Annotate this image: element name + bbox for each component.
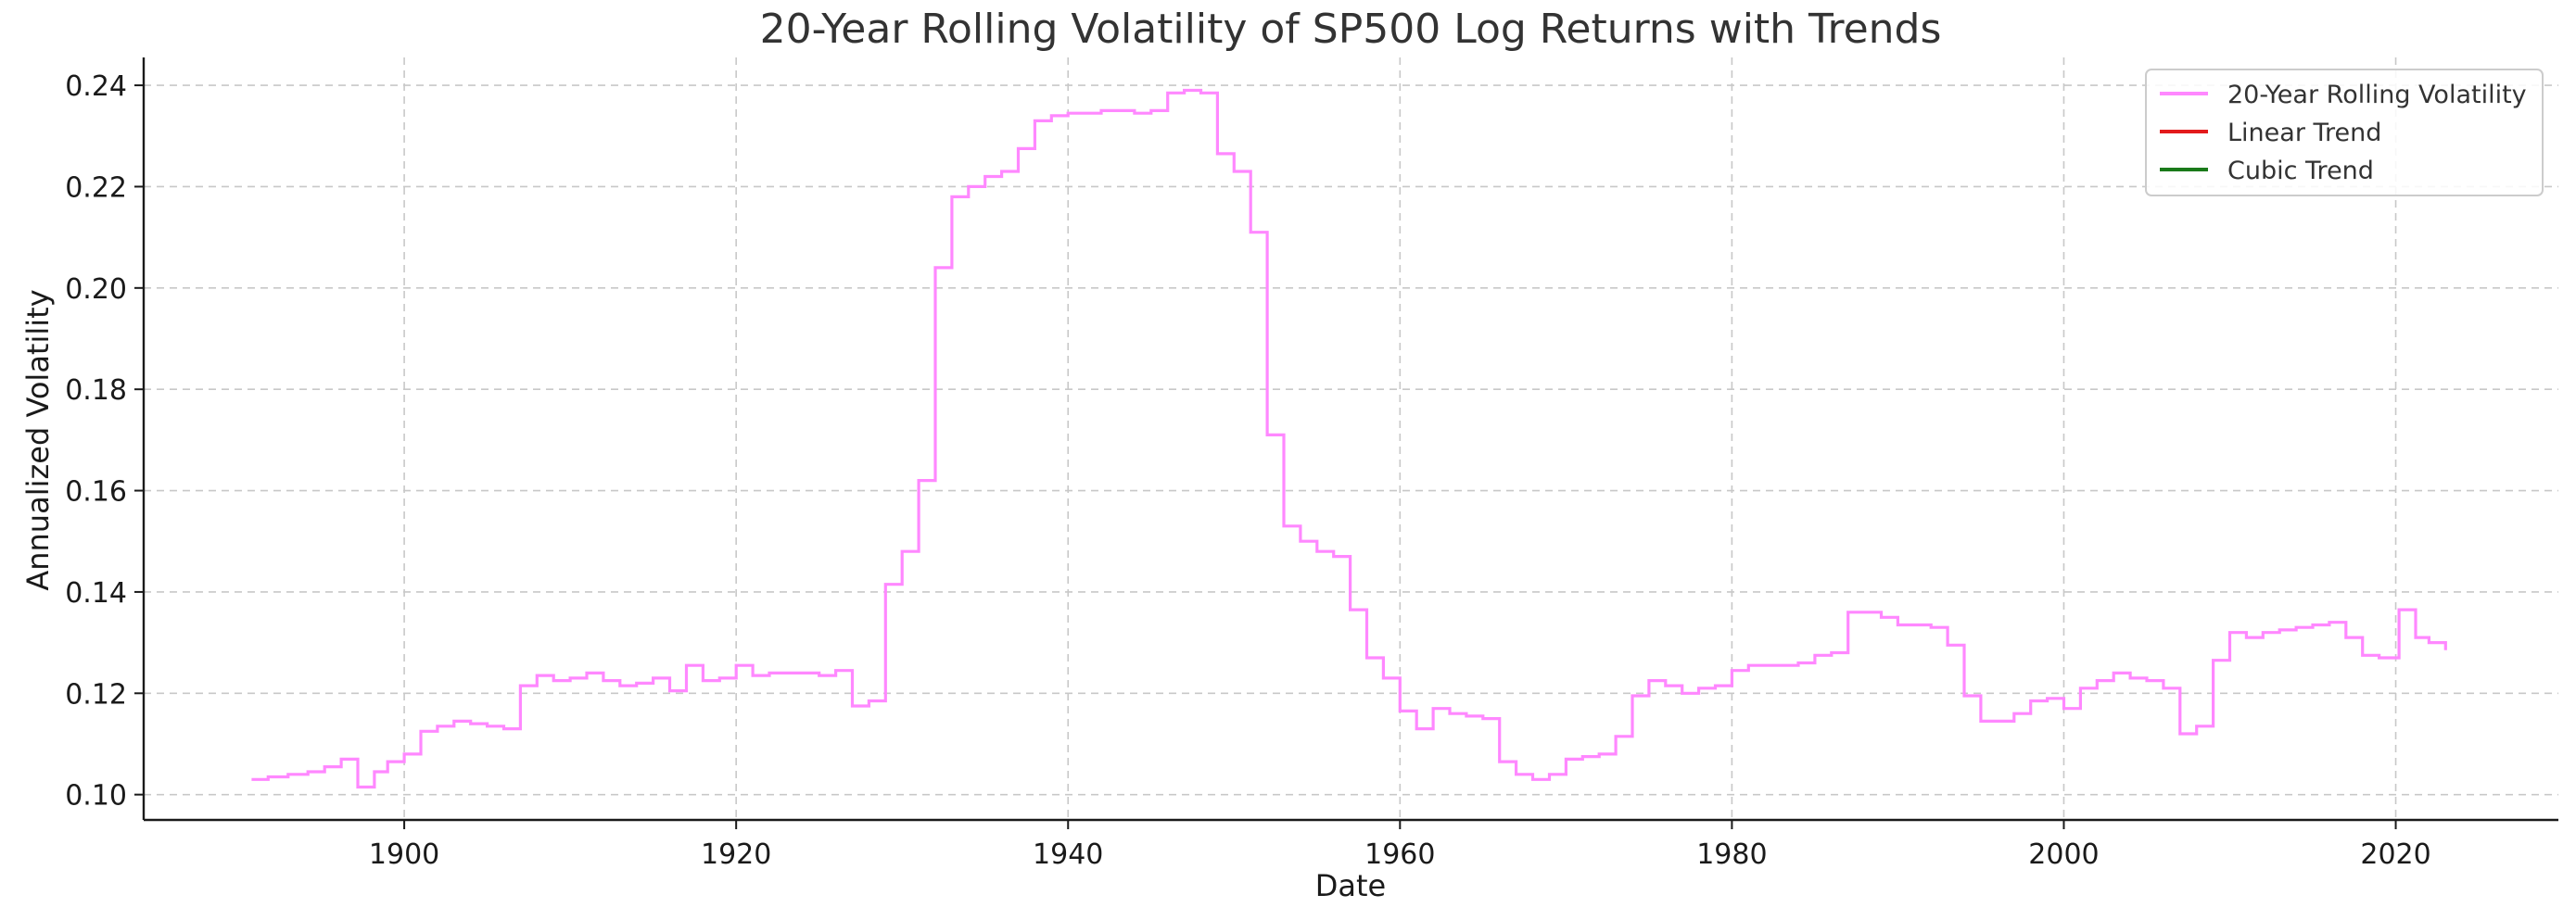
series-layer bbox=[251, 88, 2447, 789]
legend-box bbox=[2145, 69, 2544, 196]
y-tick-label: 0.10 bbox=[65, 780, 127, 813]
y-tick-label: 0.20 bbox=[65, 273, 127, 306]
x-tick-label: 1920 bbox=[701, 838, 771, 871]
x-tick-label: 1940 bbox=[1033, 838, 1103, 871]
legend: 20-Year Rolling Volatility Linear Trend … bbox=[2145, 69, 2544, 196]
y-tick-label: 0.22 bbox=[65, 171, 127, 204]
y-tick-label: 0.24 bbox=[65, 70, 127, 103]
series-line-rolling-volatility bbox=[251, 88, 2447, 789]
x-tick-label: 1980 bbox=[1696, 838, 1767, 871]
x-axis-title: Date bbox=[1315, 868, 1386, 903]
chart-title: 20-Year Rolling Volatility of SP500 Log … bbox=[760, 6, 1942, 53]
y-axis-title: Annualized Volatility bbox=[20, 289, 56, 590]
y-tick-label: 0.12 bbox=[65, 678, 127, 711]
legend-label-linear-trend: Linear Trend bbox=[2227, 119, 2381, 147]
x-tick-label: 2000 bbox=[2028, 838, 2099, 871]
x-tick-label: 1960 bbox=[1364, 838, 1435, 871]
x-tick-label: 1900 bbox=[369, 838, 439, 871]
x-tick-label: 2020 bbox=[2360, 838, 2430, 871]
y-axis-ticks: 0.10 0.12 0.14 0.16 0.18 0.20 0.22 0.24 bbox=[65, 70, 144, 813]
y-tick-label: 0.16 bbox=[65, 476, 127, 509]
x-axis-ticks: 1900 1920 1940 1960 1980 2000 2020 bbox=[369, 820, 2431, 871]
y-tick-label: 0.14 bbox=[65, 577, 127, 610]
legend-label-rolling-volatility: 20-Year Rolling Volatility bbox=[2227, 81, 2527, 109]
legend-label-cubic-trend: Cubic Trend bbox=[2227, 157, 2374, 185]
y-tick-label: 0.18 bbox=[65, 374, 127, 407]
